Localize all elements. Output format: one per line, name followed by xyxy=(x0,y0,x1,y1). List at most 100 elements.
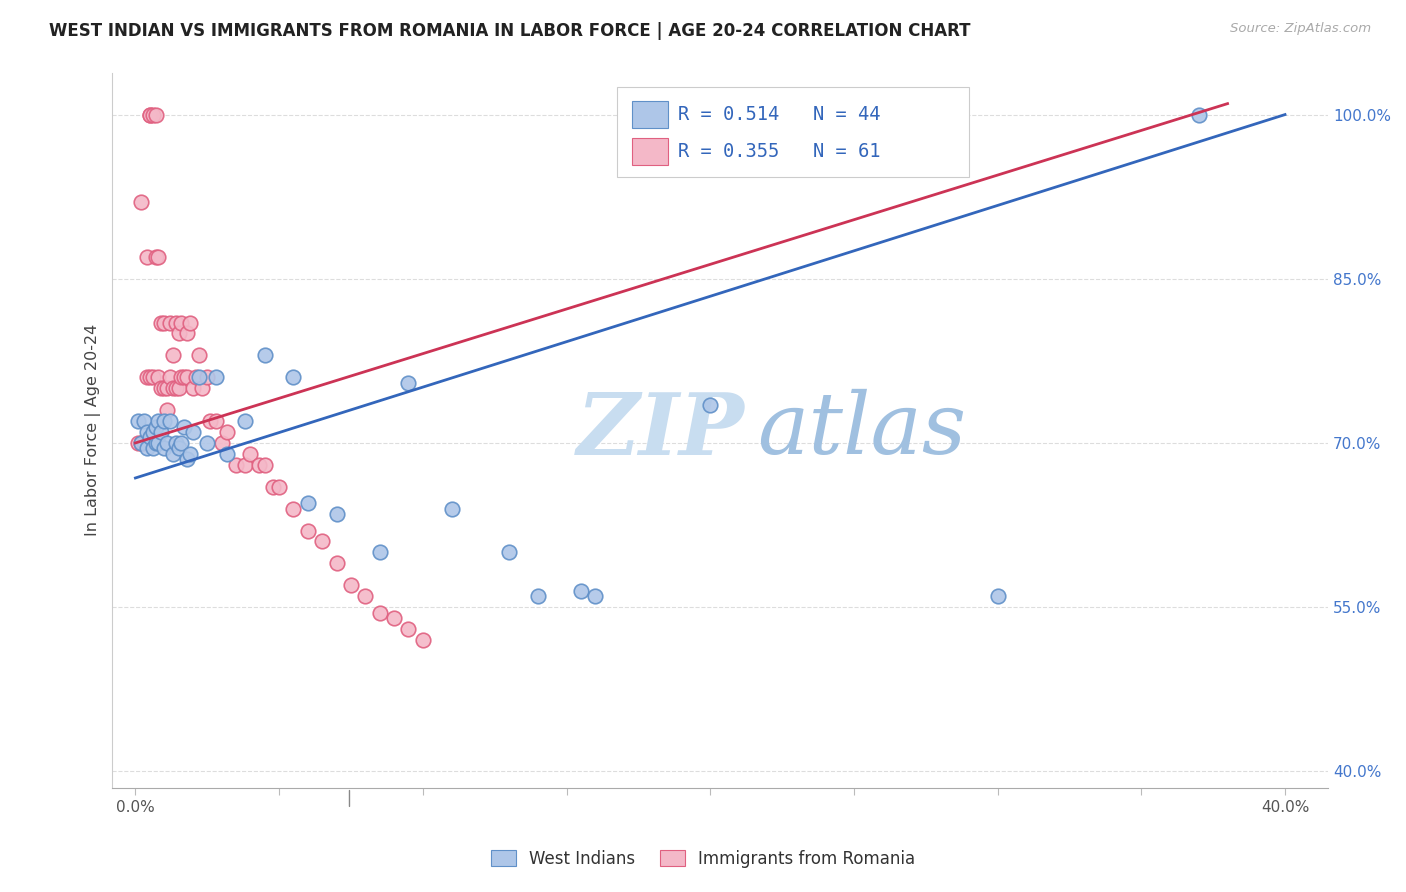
Point xyxy=(354,589,377,603)
Point xyxy=(132,436,155,450)
Point xyxy=(440,501,463,516)
Legend: West Indians, Immigrants from Romania: West Indians, Immigrants from Romania xyxy=(484,844,922,875)
Text: WEST INDIAN VS IMMIGRANTS FROM ROMANIA IN LABOR FORCE | AGE 20-24 CORRELATION CH: WEST INDIAN VS IMMIGRANTS FROM ROMANIA I… xyxy=(49,22,970,40)
Point xyxy=(253,348,276,362)
Point xyxy=(153,381,176,395)
Point xyxy=(176,370,198,384)
Point xyxy=(253,458,276,472)
Bar xyxy=(617,87,970,177)
Point xyxy=(340,578,363,592)
Point xyxy=(211,436,233,450)
Point xyxy=(145,107,167,121)
Point xyxy=(297,496,319,510)
Point xyxy=(699,398,721,412)
Point xyxy=(205,414,228,428)
Text: R = 0.514   N = 44: R = 0.514 N = 44 xyxy=(678,105,880,124)
Point xyxy=(142,425,165,439)
Point xyxy=(262,480,284,494)
Point xyxy=(142,107,165,121)
Point xyxy=(127,414,149,428)
Point xyxy=(127,436,149,450)
Point xyxy=(187,348,209,362)
Point xyxy=(526,589,548,603)
Point xyxy=(145,436,167,450)
Point xyxy=(283,501,305,516)
Point xyxy=(129,195,152,210)
Point xyxy=(297,524,319,538)
Point xyxy=(396,622,419,636)
Point xyxy=(195,436,218,450)
Point xyxy=(162,447,184,461)
Point xyxy=(159,370,181,384)
Point xyxy=(198,414,221,428)
Text: R = 0.355   N = 61: R = 0.355 N = 61 xyxy=(678,142,880,161)
Point xyxy=(382,611,405,625)
Point xyxy=(167,326,190,341)
Point xyxy=(162,381,184,395)
Point xyxy=(173,419,195,434)
Point xyxy=(159,316,181,330)
Point xyxy=(135,250,157,264)
Point xyxy=(205,370,228,384)
Point xyxy=(187,370,209,384)
Point xyxy=(165,381,187,395)
Text: atlas: atlas xyxy=(756,389,966,472)
Point xyxy=(150,425,173,439)
Point xyxy=(162,348,184,362)
Point xyxy=(129,436,152,450)
Point xyxy=(176,326,198,341)
Point xyxy=(150,381,173,395)
Point xyxy=(987,589,1010,603)
Point xyxy=(170,316,193,330)
Point xyxy=(217,425,239,439)
Point xyxy=(195,370,218,384)
Point xyxy=(181,381,204,395)
Point xyxy=(412,632,434,647)
Point xyxy=(170,436,193,450)
Point xyxy=(325,557,347,571)
Point xyxy=(148,436,170,450)
Point xyxy=(135,370,157,384)
Point xyxy=(173,370,195,384)
Point xyxy=(153,316,176,330)
Point xyxy=(148,250,170,264)
Point xyxy=(135,425,157,439)
Point xyxy=(179,447,201,461)
Text: ZIP: ZIP xyxy=(576,389,745,472)
Point xyxy=(269,480,291,494)
Point xyxy=(159,414,181,428)
Point xyxy=(368,606,391,620)
Point xyxy=(170,370,193,384)
Point xyxy=(132,414,155,428)
Point xyxy=(165,436,187,450)
Point xyxy=(239,447,262,461)
Point xyxy=(135,442,157,456)
Point xyxy=(156,403,179,417)
Point xyxy=(176,452,198,467)
Point xyxy=(1188,107,1211,121)
Point xyxy=(583,589,606,603)
Point xyxy=(247,458,270,472)
Point xyxy=(142,370,165,384)
Point xyxy=(498,545,520,559)
Point xyxy=(129,436,152,450)
Point xyxy=(148,370,170,384)
Text: Source: ZipAtlas.com: Source: ZipAtlas.com xyxy=(1230,22,1371,36)
Point xyxy=(153,414,176,428)
Point xyxy=(145,250,167,264)
Point xyxy=(139,430,162,444)
Point xyxy=(233,458,256,472)
Point xyxy=(311,534,333,549)
Point xyxy=(396,376,419,390)
Point xyxy=(142,442,165,456)
Point xyxy=(148,414,170,428)
Point xyxy=(145,419,167,434)
Bar xyxy=(631,138,668,165)
Point xyxy=(156,436,179,450)
Point xyxy=(181,425,204,439)
Point xyxy=(167,381,190,395)
Point xyxy=(153,442,176,456)
Point xyxy=(569,583,592,598)
Point xyxy=(325,507,347,521)
Point xyxy=(167,442,190,456)
